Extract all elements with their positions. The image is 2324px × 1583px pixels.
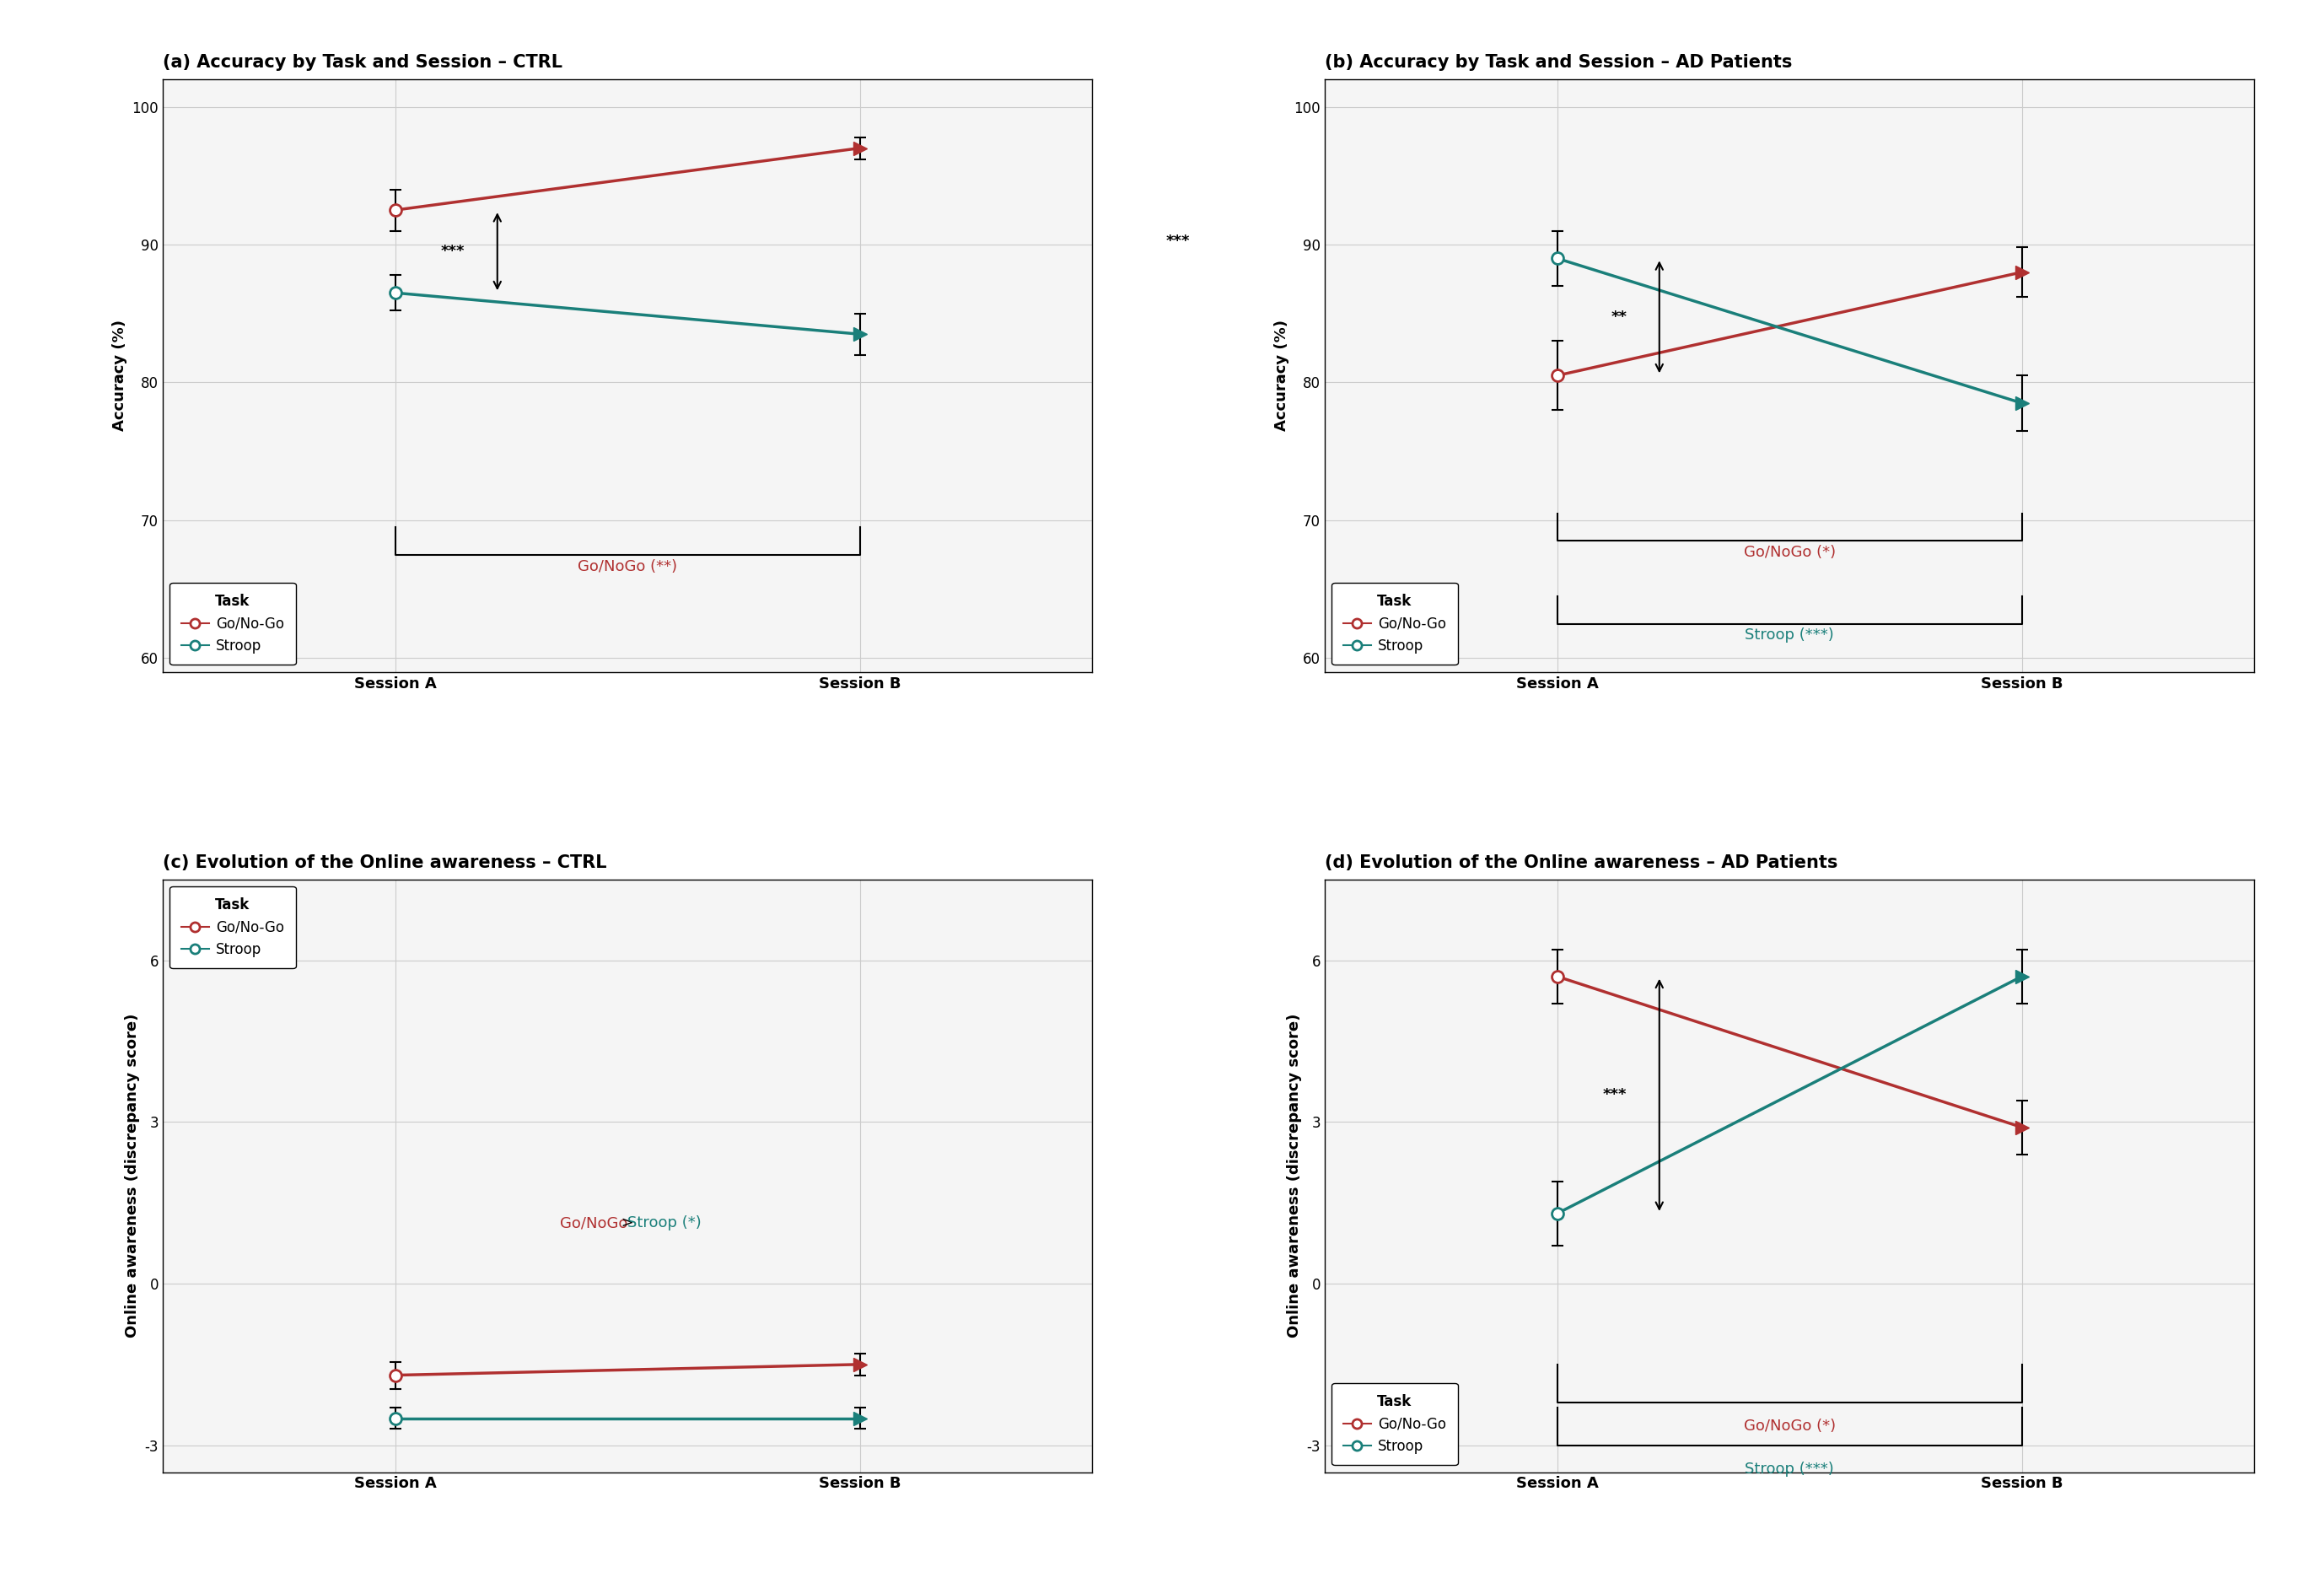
Y-axis label: Accuracy (%): Accuracy (%) (1274, 320, 1290, 431)
Text: (b) Accuracy by Task and Session – AD Patients: (b) Accuracy by Task and Session – AD Pa… (1325, 54, 1792, 71)
Text: >: > (616, 1216, 639, 1232)
Text: (d) Evolution of the Online awareness – AD Patients: (d) Evolution of the Online awareness – … (1325, 855, 1838, 871)
Text: (c) Evolution of the Online awareness – CTRL: (c) Evolution of the Online awareness – … (163, 855, 607, 871)
Y-axis label: Online awareness (discrepancy score): Online awareness (discrepancy score) (125, 1013, 139, 1338)
Text: Stroop (***): Stroop (***) (1745, 1461, 1834, 1477)
Legend: Go/No-Go, Stroop: Go/No-Go, Stroop (170, 886, 295, 969)
Y-axis label: Accuracy (%): Accuracy (%) (112, 320, 128, 431)
Text: Stroop (*): Stroop (*) (627, 1216, 702, 1232)
Text: ***: *** (442, 244, 465, 260)
Text: Go/NoGo: Go/NoGo (560, 1216, 627, 1232)
Text: ***: *** (1604, 1088, 1627, 1102)
Text: ***: *** (1167, 234, 1190, 249)
Text: Go/NoGo (*): Go/NoGo (*) (1743, 545, 1836, 560)
Text: **: ** (1611, 309, 1627, 325)
Legend: Go/No-Go, Stroop: Go/No-Go, Stroop (1332, 583, 1457, 665)
Legend: Go/No-Go, Stroop: Go/No-Go, Stroop (170, 583, 295, 665)
Text: Go/NoGo (**): Go/NoGo (**) (579, 559, 676, 575)
Text: (a) Accuracy by Task and Session – CTRL: (a) Accuracy by Task and Session – CTRL (163, 54, 562, 71)
Y-axis label: Online awareness (discrepancy score): Online awareness (discrepancy score) (1287, 1013, 1301, 1338)
Legend: Go/No-Go, Stroop: Go/No-Go, Stroop (1332, 1384, 1457, 1466)
Text: Stroop (***): Stroop (***) (1745, 628, 1834, 643)
Text: Go/NoGo (*): Go/NoGo (*) (1743, 1418, 1836, 1434)
